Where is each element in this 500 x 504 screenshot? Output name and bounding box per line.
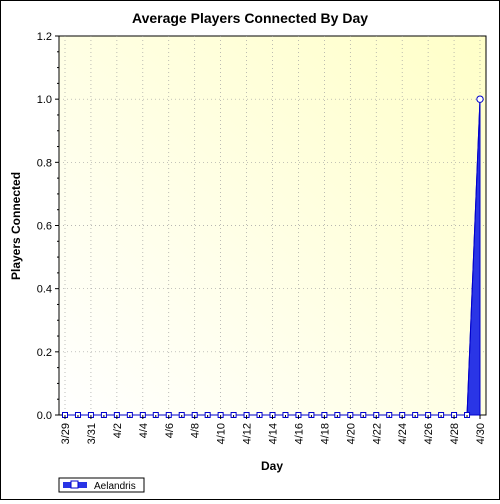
y-tick-label: 0.2 xyxy=(37,347,52,359)
x-tick-label: 4/22 xyxy=(371,423,383,444)
chart-title: Average Players Connected By Day xyxy=(132,10,368,26)
y-tick-label: 0.0 xyxy=(37,410,52,422)
x-tick-label: 4/30 xyxy=(475,423,487,444)
y-axis: 0.0 0.2 0.4 0.6 0.8 1.0 1.2 xyxy=(37,31,59,422)
x-tick-label: 4/14 xyxy=(268,423,280,444)
plot-area xyxy=(58,35,487,416)
x-tick-label: 4/18 xyxy=(319,423,331,444)
x-tick-label: 4/4 xyxy=(138,423,150,438)
x-axis: 3/29 3/31 4/2 4/4 4/6 4/8 4/10 4/12 4/14 4/16 4/18… xyxy=(60,415,487,444)
legend-box xyxy=(58,477,145,493)
x-tick-label: 4/16 xyxy=(293,423,305,444)
x-tick-label: 4/20 xyxy=(345,423,357,444)
y-tick-label: 0.6 xyxy=(37,221,52,233)
y-tick-label: 0.8 xyxy=(37,157,52,169)
data-point xyxy=(476,95,484,103)
y-tick-label: 0.4 xyxy=(37,284,52,296)
y-tick-label: 1.0 xyxy=(37,94,52,106)
x-tick-label: 4/12 xyxy=(242,423,254,444)
x-tick-label: 3/31 xyxy=(86,423,98,444)
x-tick-label: 4/28 xyxy=(449,423,461,444)
x-tick-label: 4/24 xyxy=(397,423,409,444)
x-tick-label: 4/2 xyxy=(112,423,124,438)
legend-marker-icon xyxy=(70,480,79,489)
x-tick-label: 4/6 xyxy=(164,423,176,438)
y-tick-label: 1.2 xyxy=(37,31,52,43)
legend: Aelandris xyxy=(58,477,145,493)
legend-label: Aelandris xyxy=(94,481,136,492)
x-tick-label: 4/8 xyxy=(190,423,202,438)
y-axis-label: Players Connected xyxy=(9,172,23,280)
x-tick-label: 4/10 xyxy=(216,423,228,444)
x-tick-label: 4/26 xyxy=(423,423,435,444)
x-axis-label: Day xyxy=(261,459,283,473)
x-tick-label: 3/29 xyxy=(60,423,72,444)
